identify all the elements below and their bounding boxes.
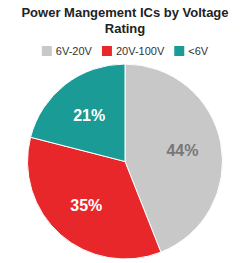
legend-item: 20V-100V (102, 45, 165, 57)
legend-swatch (102, 46, 112, 56)
legend-label: 6V-20V (56, 45, 93, 57)
data-label: 44% (166, 142, 198, 159)
data-label: 35% (70, 197, 102, 214)
pie (27, 64, 222, 259)
slice (31, 64, 125, 162)
title: Power Mangement ICs by VoltageRating (21, 5, 228, 36)
data-label: 21% (73, 107, 105, 124)
data-labels: 44% 35% 21% (70, 107, 198, 214)
legend-swatch (174, 46, 184, 56)
legend-label: <6V (188, 45, 209, 57)
legend-item: 6V-20V (42, 45, 93, 57)
legend: 6V-20V 20V-100V <6V (42, 45, 209, 57)
legend-label: 20V-100V (116, 45, 165, 57)
chart: Power Mangement ICs by VoltageRating 6V-2… (0, 0, 250, 263)
slice (27, 137, 160, 259)
legend-item: <6V (174, 45, 209, 57)
legend-swatch (42, 46, 52, 56)
